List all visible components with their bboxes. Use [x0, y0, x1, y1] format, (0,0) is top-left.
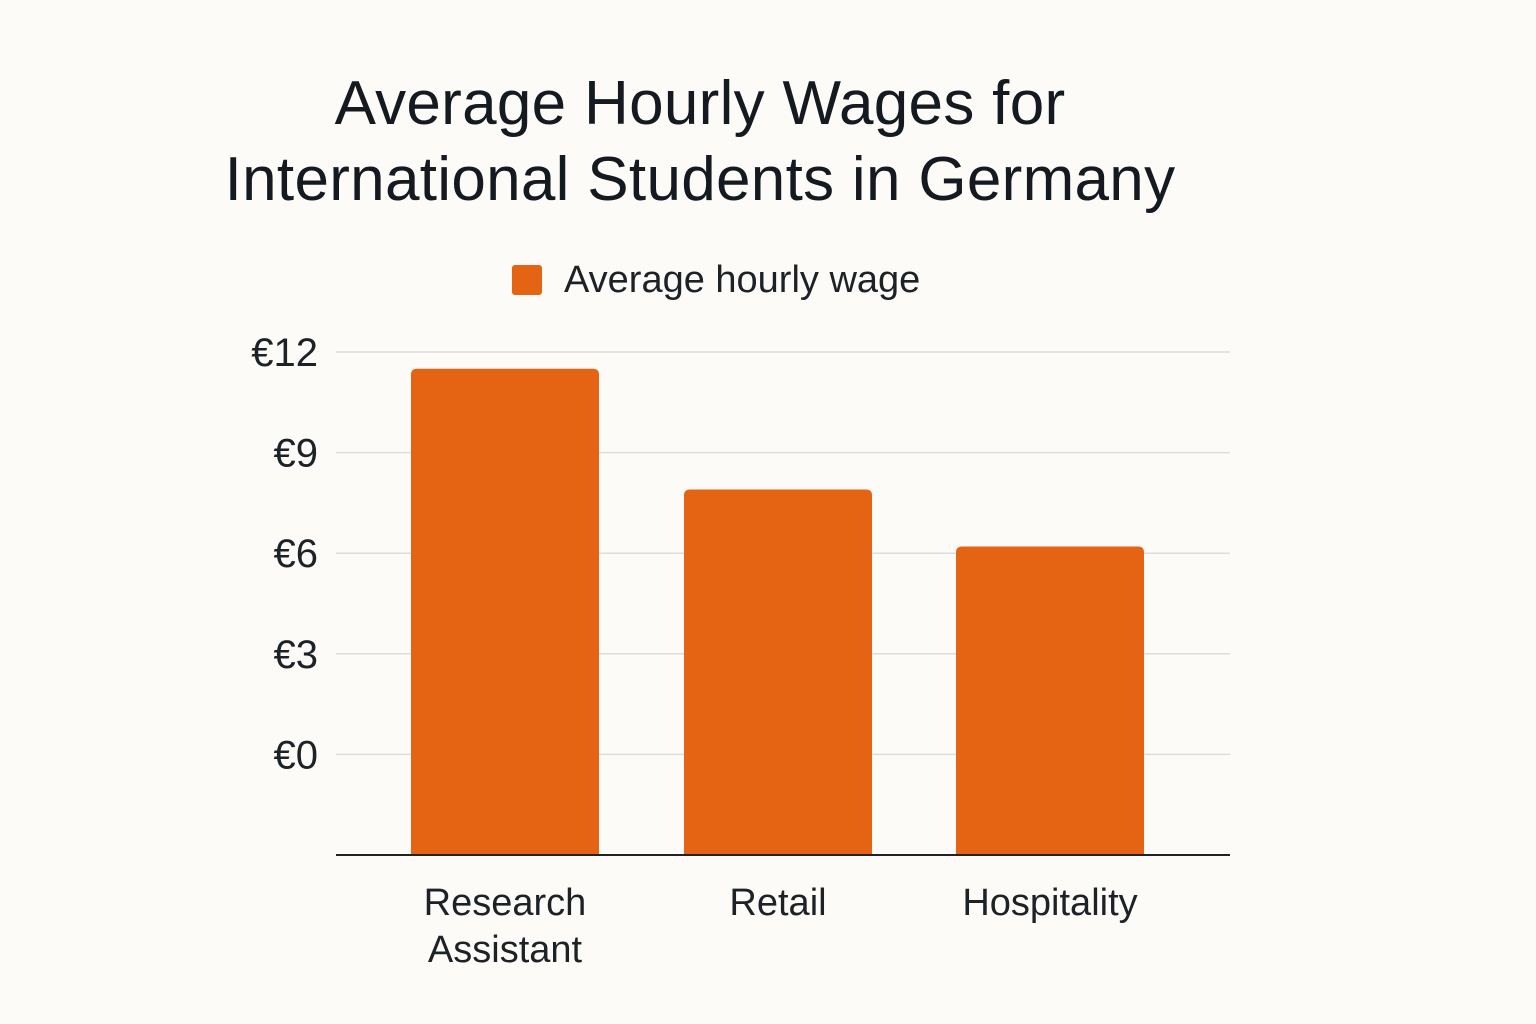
x-tick-label: Retail — [729, 882, 826, 924]
chart-legend: Average hourly wage — [512, 258, 920, 302]
bar — [411, 368, 599, 855]
legend-swatch — [512, 265, 542, 295]
y-tick-label: €12 — [251, 331, 318, 375]
bar — [956, 546, 1144, 855]
legend-label: Average hourly wage — [564, 259, 921, 301]
x-tick-label: Research — [424, 882, 587, 924]
chart-title-line-2: International Students in Germany — [224, 145, 1176, 214]
y-tick-label: €6 — [274, 532, 319, 576]
chart-title: Average Hourly Wages for International S… — [0, 66, 1400, 218]
chart-title-line-1: Average Hourly Wages for — [334, 69, 1066, 138]
bar — [684, 489, 872, 855]
y-tick-label: €9 — [274, 432, 319, 476]
x-tick-label: Assistant — [428, 929, 583, 971]
x-tick-label: Hospitality — [962, 882, 1137, 924]
y-tick-label: €0 — [274, 733, 319, 777]
y-tick-label: €3 — [274, 633, 319, 677]
